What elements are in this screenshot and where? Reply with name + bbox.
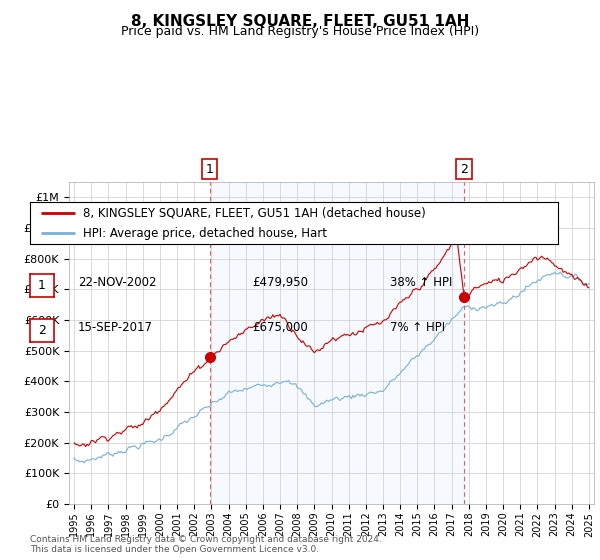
Text: 1: 1 — [206, 162, 214, 176]
Text: 38% ↑ HPI: 38% ↑ HPI — [390, 276, 452, 290]
Text: £479,950: £479,950 — [252, 276, 308, 290]
Text: 1: 1 — [38, 279, 46, 292]
Text: 22-NOV-2002: 22-NOV-2002 — [78, 276, 157, 290]
Text: 7% ↑ HPI: 7% ↑ HPI — [390, 321, 445, 334]
Text: 8, KINGSLEY SQUARE, FLEET, GU51 1AH (detached house): 8, KINGSLEY SQUARE, FLEET, GU51 1AH (det… — [83, 207, 425, 220]
Bar — [209, 182, 464, 504]
Text: 2: 2 — [38, 324, 46, 337]
Text: Contains HM Land Registry data © Crown copyright and database right 2024.
This d: Contains HM Land Registry data © Crown c… — [30, 535, 382, 554]
Text: 15-SEP-2017: 15-SEP-2017 — [78, 321, 153, 334]
Text: £675,000: £675,000 — [252, 321, 308, 334]
Text: HPI: Average price, detached house, Hart: HPI: Average price, detached house, Hart — [83, 227, 327, 240]
Text: Price paid vs. HM Land Registry's House Price Index (HPI): Price paid vs. HM Land Registry's House … — [121, 25, 479, 38]
Text: 8, KINGSLEY SQUARE, FLEET, GU51 1AH: 8, KINGSLEY SQUARE, FLEET, GU51 1AH — [131, 14, 469, 29]
Text: 2: 2 — [460, 162, 468, 176]
